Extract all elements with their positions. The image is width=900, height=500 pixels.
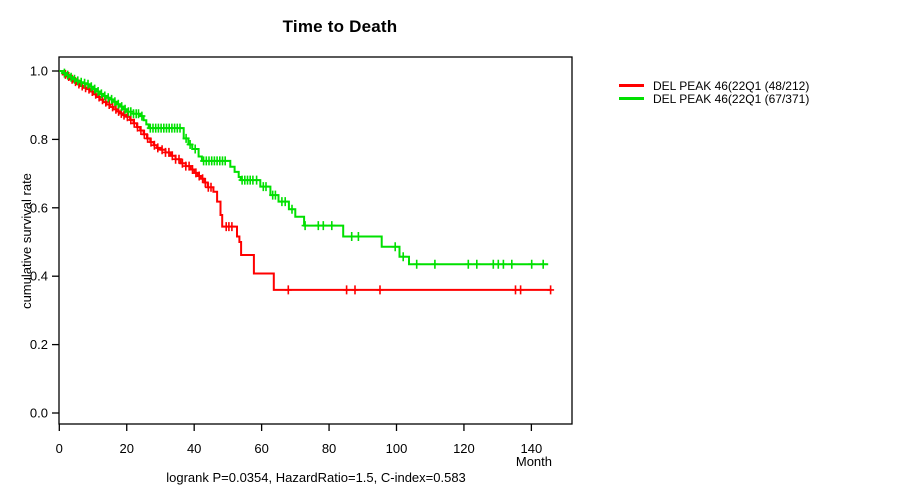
- legend-item-group2: DEL PEAK 46(22Q1 (67/371): [619, 91, 810, 106]
- plot-box: [58, 56, 573, 425]
- x-tick-label: 140: [521, 441, 543, 456]
- stats-annotation: logrank P=0.0354, HazardRatio=1.5, C-ind…: [166, 470, 466, 485]
- legend-line-swatch-red: [619, 84, 644, 87]
- legend-label-group1: DEL PEAK 46(22Q1 (48/212): [653, 78, 810, 93]
- y-tick-label: 0.8: [30, 132, 48, 147]
- x-tick-label: 120: [453, 441, 475, 456]
- y-tick-label: 0.0: [30, 406, 48, 421]
- x-axis-title: Month: [515, 454, 552, 469]
- censor-marks-green: [60, 68, 547, 269]
- chart-title: Time to Death: [282, 17, 398, 36]
- legend: DEL PEAK 46(22Q1 (48/212) DEL PEAK 46(22…: [619, 78, 810, 106]
- y-tick-label: 0.4: [30, 269, 48, 284]
- censor-marks-red: [61, 69, 555, 295]
- legend-item-group1: DEL PEAK 46(22Q1 (48/212): [619, 78, 810, 93]
- y-tick-label: 0.2: [30, 337, 48, 352]
- x-tick-label: 80: [322, 441, 336, 456]
- x-tick-label: 0: [56, 441, 63, 456]
- legend-line-swatch-green: [619, 97, 644, 100]
- y-tick-label: 1.0: [30, 64, 48, 79]
- y-tick-label: 0.6: [30, 200, 48, 215]
- x-tick-label: 100: [386, 441, 408, 456]
- km-curve-red: [59, 70, 552, 291]
- legend-label-group2: DEL PEAK 46(22Q1 (67/371): [653, 91, 810, 106]
- x-tick-label: 40: [187, 441, 201, 456]
- x-tick-label: 20: [120, 441, 134, 456]
- x-tick-label: 60: [254, 441, 268, 456]
- km-curve-green: [59, 70, 549, 266]
